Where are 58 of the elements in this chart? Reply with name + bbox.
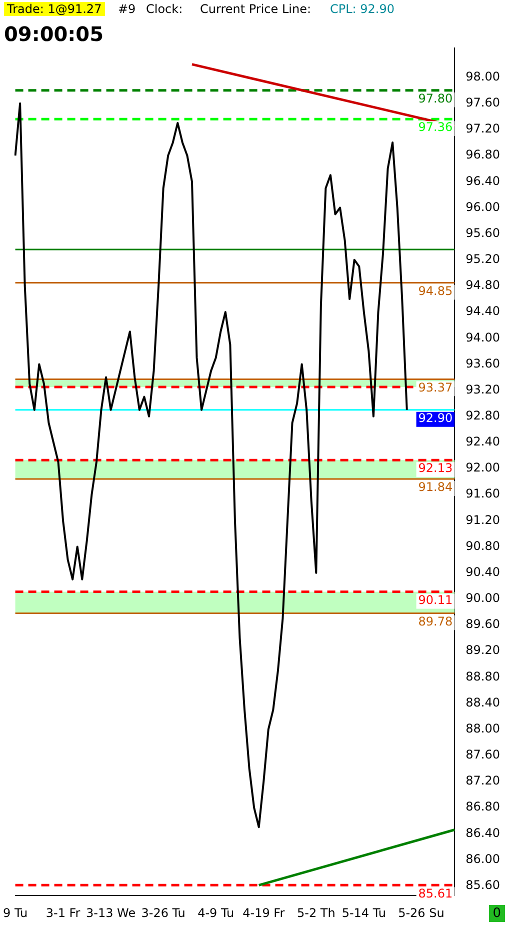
y-tick-label: 90.00 xyxy=(466,591,500,606)
x-tick-label: 3-1 Fr xyxy=(46,906,80,920)
y-tick-label: 95.60 xyxy=(466,226,500,240)
x-tick-label: 4-19 Fr xyxy=(242,906,285,920)
y-tick-label: 88.00 xyxy=(466,721,500,736)
y-tick-label: 85.60 xyxy=(466,878,500,892)
y-tick-label: 87.60 xyxy=(466,748,500,762)
y-tick-label: 94.80 xyxy=(466,278,500,292)
x-tick-label: 5-2 Th xyxy=(296,906,336,920)
text: Trade: 1@91.27 xyxy=(4,2,105,16)
y-tick-label: 86.40 xyxy=(466,826,500,840)
ref-line-label: 85.61 xyxy=(418,886,453,900)
text: Clock: xyxy=(146,2,183,16)
y-tick-label: 88.80 xyxy=(466,669,500,684)
y-tick-label: 91.60 xyxy=(466,486,500,501)
y-tick-label: 92.80 xyxy=(466,408,500,423)
y-tick-label: 94.00 xyxy=(466,330,500,344)
y-tick-label: 94.40 xyxy=(466,304,500,318)
y-tick-label: 97.60 xyxy=(466,96,500,110)
y-tick-label: 92.40 xyxy=(466,434,500,449)
text: 0 xyxy=(488,905,505,922)
text: Current Price Line: xyxy=(200,2,312,16)
y-tick-label: 91.20 xyxy=(466,512,500,527)
ref-line-label: 97.36 xyxy=(418,120,453,134)
y-tick-label: 86.00 xyxy=(466,852,500,866)
y-tick-label: 92.00 xyxy=(466,460,500,475)
y-tick-label: 86.80 xyxy=(466,800,500,814)
y-tick-label: 96.00 xyxy=(466,200,500,214)
y-tick-label: 96.80 xyxy=(466,148,500,162)
x-tick-label: 5-26 Su xyxy=(398,906,444,920)
text: #9 xyxy=(118,2,136,16)
y-tick-label: 89.60 xyxy=(466,617,500,632)
ref-line-label: 94.85 xyxy=(418,284,453,298)
x-tick-label: 3-26 Tu xyxy=(141,906,186,920)
y-tick-label: 90.40 xyxy=(466,564,500,579)
y-tick-label: 97.20 xyxy=(466,122,500,136)
y-tick-label: 95.20 xyxy=(466,252,500,266)
ref-line-label: 89.78 xyxy=(418,614,453,628)
x-tick-label: 9 Tu xyxy=(3,906,28,920)
ref-line-label: 90.11 xyxy=(418,592,453,607)
y-tick-label: 89.20 xyxy=(466,643,500,658)
x-tick-label: 3-13 We xyxy=(86,906,136,920)
ref-line-label: 97.80 xyxy=(418,92,453,106)
y-tick-label: 96.40 xyxy=(466,174,500,188)
text: 09:00:05 xyxy=(4,22,104,46)
ref-line-label: 92.90 xyxy=(418,410,453,425)
ref-line-label: 93.37 xyxy=(418,380,453,394)
y-tick-label: 88.40 xyxy=(466,695,500,710)
x-tick-label: 4-9 Tu xyxy=(198,906,234,920)
y-tick-label: 98.00 xyxy=(466,69,500,84)
ref-line-label: 92.13 xyxy=(418,461,453,476)
x-tick-label: 5-14 Tu xyxy=(342,906,386,920)
y-tick-label: 90.80 xyxy=(466,538,500,553)
text: CPL: 92.90 xyxy=(330,2,395,16)
y-tick-label: 93.20 xyxy=(466,382,500,396)
ref-line-label: 91.84 xyxy=(418,480,453,494)
y-tick-label: 87.20 xyxy=(466,774,500,788)
y-tick-label: 93.60 xyxy=(466,356,500,370)
